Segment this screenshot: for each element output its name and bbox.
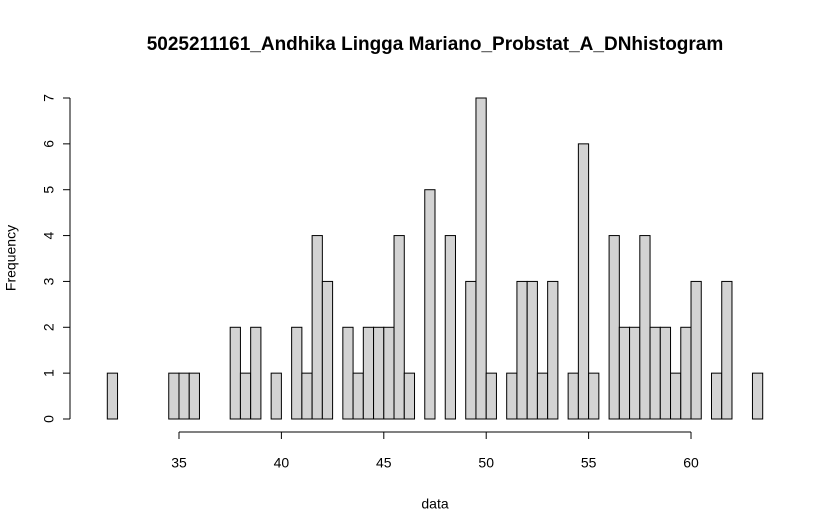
bar <box>475 97 487 420</box>
x-axis-label: data <box>421 496 448 512</box>
y-tick-label: 4 <box>41 231 57 239</box>
bar <box>393 235 405 420</box>
y-tick-label: 2 <box>41 323 57 331</box>
bar <box>649 326 661 420</box>
y-tick-label: 7 <box>41 94 57 102</box>
bar <box>188 372 200 420</box>
bar <box>659 326 672 420</box>
bar <box>751 372 764 420</box>
bar <box>342 326 354 420</box>
y-tick-label: 6 <box>41 140 57 148</box>
bar <box>250 326 262 420</box>
bar <box>291 326 303 420</box>
chart-title: 5025211161_Andhika Lingga Mariano_Probst… <box>147 34 724 55</box>
bar <box>485 372 497 420</box>
x-tick-label: 50 <box>478 455 494 471</box>
bar <box>567 372 579 420</box>
bar <box>526 280 538 420</box>
bar <box>670 372 682 420</box>
x-tick-label: 35 <box>171 455 187 471</box>
bar <box>516 280 528 420</box>
bar <box>608 235 620 420</box>
bar <box>311 235 323 420</box>
bar <box>270 372 282 420</box>
y-axis-label: Frequency <box>3 225 19 291</box>
y-tick-label: 3 <box>41 277 57 285</box>
bar <box>352 372 364 420</box>
bar <box>373 326 385 420</box>
x-tick-label: 45 <box>376 455 392 471</box>
bar <box>588 372 600 420</box>
bar <box>168 372 180 420</box>
bar <box>229 326 241 420</box>
bar <box>444 235 456 420</box>
bar <box>424 189 436 420</box>
bar <box>639 235 651 420</box>
bar <box>577 143 590 420</box>
bar <box>629 326 641 420</box>
bar <box>536 372 549 420</box>
y-tick-label: 1 <box>41 369 57 377</box>
bar <box>721 280 733 420</box>
bar <box>690 280 702 420</box>
x-tick-label: 60 <box>683 455 699 471</box>
bar <box>618 326 631 420</box>
bar <box>178 372 190 420</box>
bar <box>106 372 119 420</box>
bar <box>680 326 692 420</box>
bar <box>547 280 559 420</box>
y-tick-label: 5 <box>41 186 57 194</box>
y-tick-label: 0 <box>41 415 57 423</box>
bar <box>321 280 334 420</box>
bar <box>383 326 395 420</box>
bar <box>506 372 518 420</box>
bar <box>362 326 375 420</box>
bar <box>301 372 313 420</box>
bar <box>710 372 723 420</box>
x-tick-label: 40 <box>274 455 290 471</box>
bar <box>239 372 252 420</box>
bar <box>465 280 477 420</box>
bar <box>403 372 416 420</box>
x-tick-label: 55 <box>581 455 597 471</box>
